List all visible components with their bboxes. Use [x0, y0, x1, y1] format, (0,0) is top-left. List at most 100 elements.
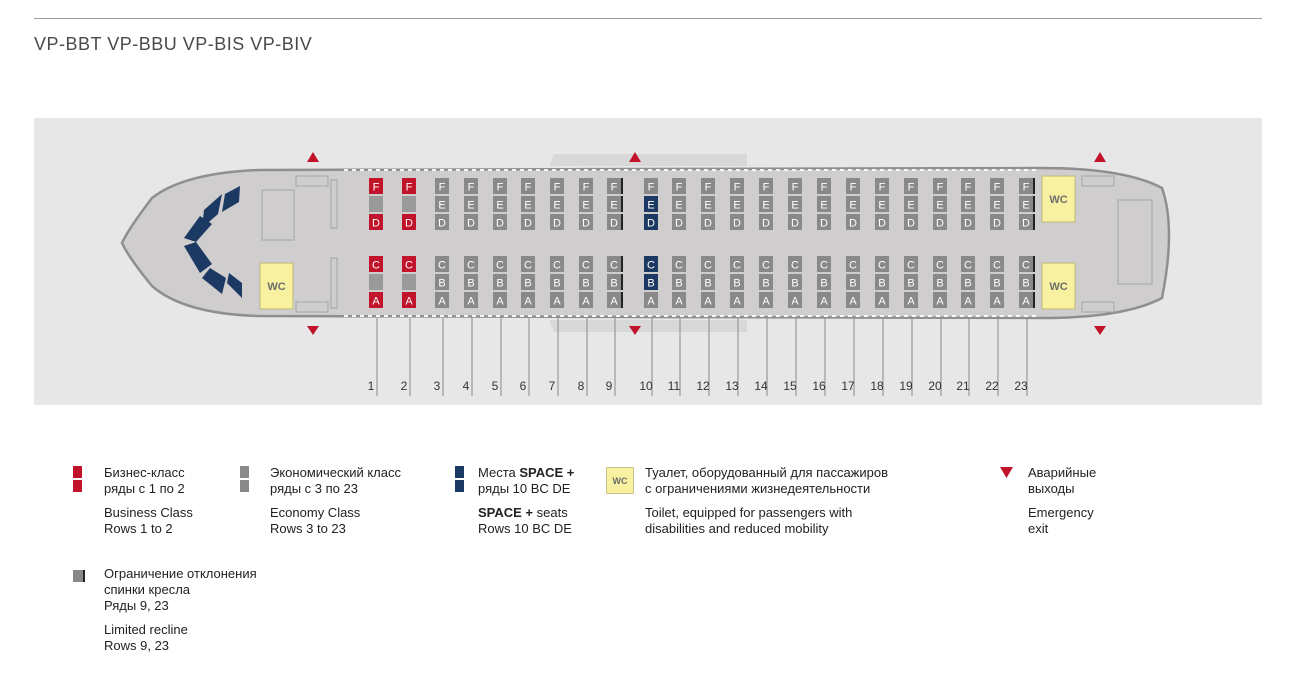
- row-number-4: 4: [463, 379, 470, 393]
- window-bottom: [472, 315, 476, 317]
- seat-6a: [521, 292, 535, 308]
- window-bottom: [536, 315, 540, 317]
- legend-wc-en-2: disabilities and reduced mobility: [645, 521, 829, 536]
- rear-door-upper: [1081, 175, 1115, 187]
- seat-19e: [904, 196, 918, 212]
- seat-letter: A: [820, 296, 828, 308]
- emergency-exit-icon: [629, 326, 641, 335]
- seat-18d: [875, 214, 889, 230]
- seat-letter: A: [405, 296, 413, 308]
- window-top: [816, 169, 820, 171]
- window-bottom: [344, 315, 348, 317]
- window-bottom: [896, 315, 900, 317]
- seat-5b: [493, 274, 507, 290]
- legend-recline-ru-1: Ограничение отклонения: [104, 566, 257, 581]
- window-top: [680, 169, 684, 171]
- seat-letter: E: [647, 200, 654, 212]
- seat-16b: [817, 274, 831, 290]
- window-bottom: [936, 315, 940, 317]
- seat-15f: [788, 178, 802, 194]
- seat-22d: [990, 214, 1004, 230]
- seat-letter: D: [1022, 218, 1030, 230]
- emergency-exit-icon: [1000, 467, 1013, 478]
- window-bottom: [816, 315, 820, 317]
- seat-21f: [961, 178, 975, 194]
- window-bottom: [632, 315, 636, 317]
- seat-letter: E: [675, 200, 682, 212]
- window-top: [576, 169, 580, 171]
- seat-23b: [1019, 274, 1033, 290]
- window-bottom: [616, 315, 620, 317]
- window-bottom: [848, 315, 852, 317]
- seat-letter: A: [733, 296, 741, 308]
- window-bottom: [888, 315, 892, 317]
- seat-letter: C: [820, 260, 828, 272]
- window-top: [1000, 169, 1004, 171]
- seat-letter: D: [820, 218, 828, 230]
- seat-letter: D: [372, 218, 380, 230]
- emergency-exit-icon: [307, 326, 319, 335]
- seat-10d: [644, 214, 658, 230]
- window-top: [472, 169, 476, 171]
- window-top: [992, 169, 996, 171]
- seat-13b: [730, 274, 744, 290]
- seat-9a: [607, 292, 621, 308]
- wc-lavatory: [1041, 175, 1076, 223]
- seat-9b: [607, 274, 621, 290]
- seat-14a: [759, 292, 773, 308]
- seat-17c: [846, 256, 860, 272]
- emergency-exit-icon: [629, 152, 641, 162]
- seat-letter: F: [850, 182, 857, 194]
- wc-lavatory: [1041, 262, 1076, 310]
- window-bottom: [368, 315, 372, 317]
- window-bottom: [1024, 315, 1028, 317]
- galley-front: [261, 189, 295, 241]
- legend-exit-en-2: exit: [1028, 521, 1049, 536]
- legend-business-ru-2: ряды с 1 по 2: [104, 481, 185, 496]
- window-top: [528, 169, 532, 171]
- seat-letter: F: [497, 182, 504, 194]
- window-top: [512, 169, 516, 171]
- seat-letter: F: [525, 182, 532, 194]
- window-top: [856, 169, 860, 171]
- seat-letter: C: [553, 260, 561, 272]
- window-top: [736, 169, 740, 171]
- window-top: [1016, 169, 1020, 171]
- seat-letter: D: [878, 218, 886, 230]
- window-bottom: [384, 315, 388, 317]
- window-top: [360, 169, 364, 171]
- window-top: [392, 169, 396, 171]
- row-number-10: 10: [639, 379, 653, 393]
- seat-letter: C: [993, 260, 1001, 272]
- legend-recline-ru-2: спинки кресла: [104, 582, 191, 597]
- legend-economy-en-1: Economy Class: [270, 505, 361, 520]
- window-bottom: [624, 315, 628, 317]
- seat-letter: A: [704, 296, 712, 308]
- window-bottom: [824, 315, 828, 317]
- rear-door-lower: [1081, 301, 1115, 313]
- window-bottom: [760, 315, 764, 317]
- seat-23c: [1019, 256, 1033, 272]
- legend-space-en-1a: SPACE +: [478, 505, 534, 520]
- seat-letter: D: [936, 218, 944, 230]
- window-top: [424, 169, 428, 171]
- seat-letter: A: [467, 296, 475, 308]
- galley-rear: [1117, 199, 1153, 285]
- seat-14e: [759, 196, 773, 212]
- seat-19b: [904, 274, 918, 290]
- seat-22b: [990, 274, 1004, 290]
- seat-letter: D: [964, 218, 972, 230]
- seat-letter: C: [372, 260, 380, 272]
- window-top: [928, 169, 932, 171]
- seat-4b: [464, 274, 478, 290]
- seat-11d: [672, 214, 686, 230]
- cockpit-window: [202, 194, 222, 228]
- seat-letter: F: [583, 182, 590, 194]
- row-number-16: 16: [812, 379, 826, 393]
- window-top: [400, 169, 404, 171]
- window-bottom: [672, 315, 676, 317]
- window-bottom: [728, 315, 732, 317]
- seat-letter: F: [965, 182, 972, 194]
- window-bottom: [496, 315, 500, 317]
- seat-8a: [579, 292, 593, 308]
